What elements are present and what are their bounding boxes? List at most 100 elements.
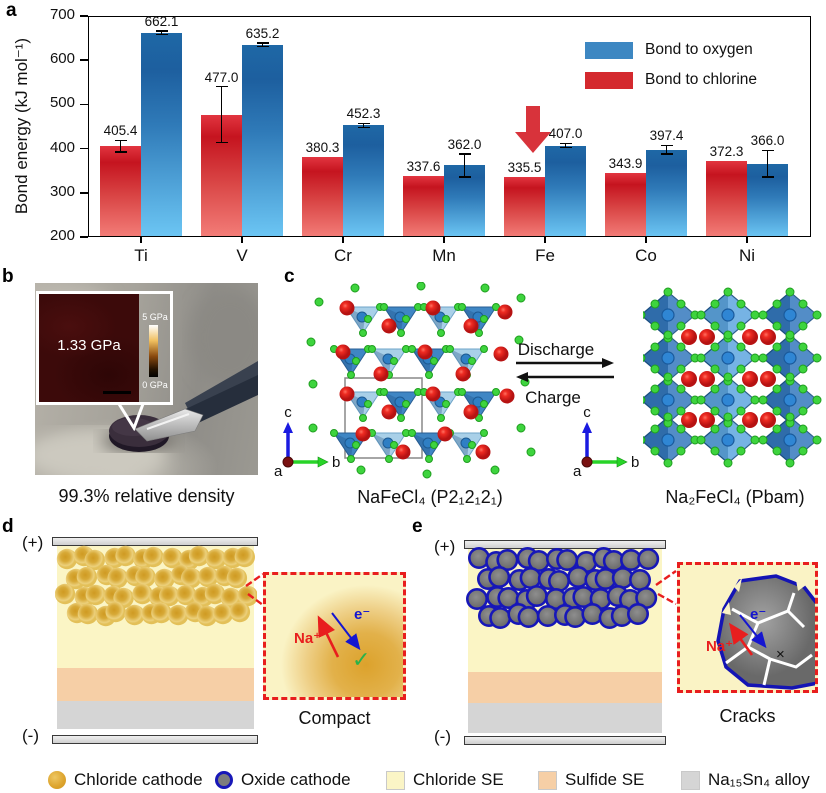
- error-bar: [463, 153, 466, 177]
- error-cap: [660, 144, 673, 147]
- y-tick-label: 300: [49, 182, 75, 200]
- y-tick-label: 500: [49, 94, 75, 112]
- x-tick: [746, 237, 748, 243]
- error-cap: [559, 146, 572, 149]
- error-cap: [215, 141, 228, 144]
- svg-text:a: a: [274, 463, 283, 480]
- x-tick: [140, 237, 142, 243]
- legend-swatch: [585, 42, 633, 59]
- svg-text:c: c: [583, 404, 591, 421]
- plot-area: 405.4 662.1 Ti 477.0 635.2 V 380.3 452.3 Cr 337.6…: [50, 6, 811, 265]
- panel-b-label: b: [2, 266, 14, 287]
- error-bar: [665, 145, 668, 155]
- x-tick: [241, 237, 243, 243]
- category-label: V: [236, 246, 248, 265]
- square-swatch: [538, 770, 557, 790]
- panel-c-label: c: [284, 266, 295, 287]
- panel-d-caption: Compact: [298, 708, 371, 728]
- bottom-legend-item: Oxide cathode: [215, 770, 351, 790]
- y-axis-title: Bond energy (kJ mol⁻¹): [12, 37, 31, 215]
- modulus-value: 1.33 GPa: [57, 337, 121, 354]
- axes-widget-left: c b a: [274, 404, 340, 480]
- bottom-legend: Chloride cathode Oxide cathode Chloride SE…: [0, 766, 826, 793]
- panel-e-positive: (+): [434, 537, 456, 556]
- value-label: 635.2: [245, 25, 280, 41]
- sulfide-se-layer-d: [57, 668, 254, 701]
- error-cap: [215, 85, 228, 88]
- legend-label: Bond to oxygen: [645, 41, 753, 58]
- y-tick: [80, 192, 88, 194]
- x-tick: [342, 237, 344, 243]
- y-tick-label: 700: [49, 6, 75, 23]
- x-tick: [443, 237, 445, 243]
- callout-connector-d: [245, 573, 264, 606]
- scale-bar: [103, 391, 131, 394]
- error-cap: [357, 126, 370, 129]
- panel-c-left-caption: NaFeCl₄ (P2₁2₁2₁): [357, 487, 503, 507]
- value-label: 337.6: [406, 159, 441, 175]
- negative-electrode-e: [464, 736, 666, 745]
- axes-widget-right: c b a: [573, 404, 639, 480]
- colorbar: [149, 325, 158, 377]
- panel-a-label: a: [6, 0, 17, 21]
- legend-label: Bond to chlorine: [645, 71, 758, 88]
- value-label: 380.3: [305, 140, 340, 156]
- error-bar: [119, 140, 122, 152]
- category-label: Co: [635, 246, 657, 265]
- error-cap: [761, 149, 774, 152]
- highlight-arrow-icon: [514, 106, 551, 154]
- bar-Ni-chlorine: [706, 160, 747, 237]
- bar-Mn-chlorine: [403, 176, 444, 237]
- bottom-legend-item: Chloride SE: [386, 770, 504, 790]
- error-bar: [220, 86, 223, 143]
- panel-e-caption: Cracks: [719, 706, 776, 726]
- category-label: Fe: [535, 246, 555, 265]
- error-cap: [256, 42, 269, 44]
- inset-pointer: [117, 403, 145, 431]
- bottom-legend-item: Na₁₅Sn₄ alloy: [681, 770, 810, 790]
- y-tick: [80, 15, 88, 17]
- afm-image: [39, 294, 139, 402]
- bottom-legend-item: Sulfide SE: [538, 770, 644, 790]
- panel-d-label: d: [2, 516, 14, 537]
- bar-V-oxygen: [242, 44, 283, 237]
- svg-text:b: b: [631, 454, 639, 471]
- bottom-legend-item: Chloride cathode: [48, 770, 203, 790]
- compact-arrows-icon: [317, 612, 361, 658]
- panel-d-negative: (-): [22, 726, 39, 745]
- bar-Fe-chlorine: [504, 177, 545, 237]
- cross-icon: ×: [776, 646, 785, 663]
- value-label: 366.0: [750, 133, 785, 149]
- svg-text:a: a: [573, 463, 582, 480]
- bottom-legend-label: Chloride SE: [413, 770, 504, 789]
- panel-c-right-caption: Na₂FeCl₄ (Pbam): [665, 487, 805, 507]
- error-cap: [357, 122, 370, 125]
- discharge-label: Discharge: [517, 340, 595, 359]
- error-bar: [261, 42, 264, 47]
- value-label: 477.0: [204, 69, 239, 85]
- value-label: 662.1: [144, 13, 179, 29]
- y-tick: [80, 236, 88, 238]
- nafecl4-structure: [306, 282, 536, 479]
- error-cap: [660, 153, 673, 155]
- bar-Cr-oxygen: [343, 125, 384, 237]
- bar-Co-oxygen: [646, 149, 687, 237]
- y-tick: [80, 103, 88, 106]
- electron-label-d: e⁻: [354, 606, 371, 623]
- pellet-photo: 1.33 GPa 5 GPa 0 GPa: [35, 283, 258, 475]
- bottom-legend-label: Na₁₅Sn₄ alloy: [708, 770, 810, 789]
- modulus-map-inset: 1.33 GPa 5 GPa 0 GPa: [36, 291, 173, 405]
- error-cap: [155, 33, 168, 36]
- bar-Ti-oxygen: [141, 32, 182, 237]
- bar-Ti-chlorine: [100, 146, 141, 237]
- error-cap: [256, 45, 269, 48]
- error-bar: [160, 30, 163, 35]
- square-swatch: [386, 770, 405, 790]
- value-label: 397.4: [649, 128, 684, 144]
- reaction-arrows-icon: [516, 358, 614, 382]
- x-tick: [544, 237, 546, 243]
- panel-b-caption: 99.3% relative density: [58, 486, 235, 506]
- bar-Cr-chlorine: [302, 157, 343, 237]
- na2fecl4-structure: [643, 287, 822, 468]
